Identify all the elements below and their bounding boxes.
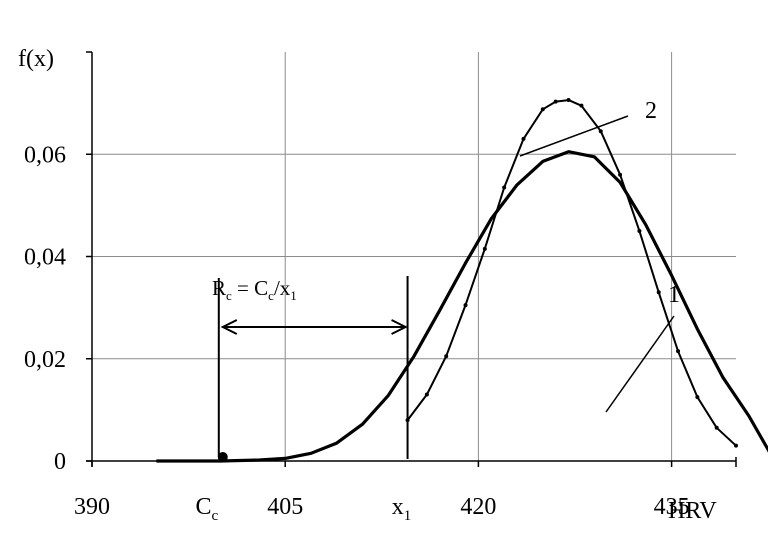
cc-label: Cc (195, 494, 218, 524)
series-2-point (566, 98, 571, 103)
series-2-point (502, 185, 507, 190)
series-2-point (618, 172, 623, 177)
series-2-point (637, 228, 642, 233)
x-axis-label: HRV (668, 498, 717, 524)
curve-1-leader (605, 315, 675, 413)
series-2-point (424, 392, 429, 397)
annotations: Rc = Cc/x1 Cc x1 2 1 (195, 98, 680, 524)
series-2-point (444, 354, 449, 359)
series-2-point (714, 425, 719, 430)
series-2-point (695, 395, 700, 400)
y-tick-label: 0,04 (24, 245, 66, 271)
grid-lines (92, 52, 736, 461)
y-tick-label: 0,02 (24, 347, 66, 373)
series-2-point (676, 349, 681, 354)
x-tick-label: 420 (460, 494, 496, 520)
y-axis-label: f(x) (18, 46, 54, 72)
series-1-line (156, 150, 768, 463)
series-2-point (579, 103, 584, 108)
rc-arrow-left-head (220, 319, 238, 335)
series-2-point (598, 129, 603, 134)
series-2-point (734, 443, 738, 448)
curve-1-label: 1 (668, 282, 680, 308)
series-2-point (540, 107, 545, 112)
x1-label: x1 (392, 494, 412, 524)
series-2-point (482, 246, 487, 251)
series-2-point (521, 136, 526, 141)
axes (86, 51, 737, 467)
rc-formula-label: Rc = Cc/x1 (212, 276, 297, 303)
x-tick-label: 390 (74, 494, 110, 520)
y-tick-label: 0 (54, 449, 66, 475)
y-tick-label: 0,06 (24, 142, 66, 168)
series-2-point (553, 99, 558, 104)
rc-arrow-right-head (391, 319, 408, 335)
cc-point (217, 452, 228, 462)
series-2-point (463, 303, 468, 308)
curve-2-label: 2 (645, 98, 657, 124)
series-2-point (656, 290, 661, 295)
x-tick-label: 435 (654, 494, 690, 520)
series-lines (156, 98, 768, 463)
x-tick-label: 405 (267, 494, 303, 520)
curve-2-leader (519, 115, 629, 157)
tick-labels: 0 0,02 0,04 0,06 390 405 420 435 (24, 142, 690, 520)
